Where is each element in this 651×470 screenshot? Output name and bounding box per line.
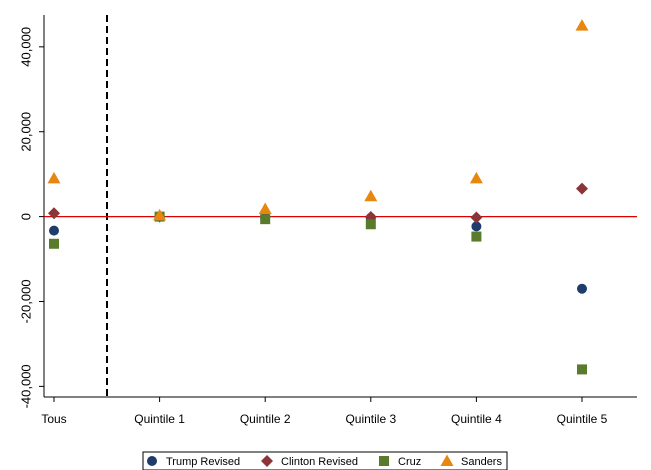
x-tick-label: Tous [41, 412, 66, 426]
marker [577, 283, 587, 294]
marker [364, 189, 378, 202]
legend-label: Trump Revised [166, 456, 240, 468]
marker [48, 207, 60, 220]
legend-marker [440, 454, 454, 466]
y-tick-label: -40,000 [18, 364, 33, 408]
marker [47, 171, 61, 184]
y-tick-label: -20,000 [18, 279, 33, 323]
legend-marker [379, 456, 389, 466]
x-tick-label: Quintile 3 [345, 412, 396, 426]
marker [471, 231, 482, 242]
marker [153, 208, 167, 221]
y-tick-label: 0 [18, 213, 33, 220]
x-tick-label: Quintile 4 [451, 412, 502, 426]
marker [365, 219, 376, 230]
marker [49, 238, 59, 249]
y-tick-label: 20,000 [18, 112, 33, 152]
legend-label: Clinton Revised [281, 456, 358, 468]
marker [577, 364, 587, 375]
marker [258, 202, 272, 214]
marker [576, 182, 588, 195]
legend-box [142, 451, 508, 470]
legend-label: Cruz [398, 456, 421, 468]
marker [469, 171, 483, 184]
legend: Trump Revised Clinton Revised Cruz Sanders [147, 454, 502, 468]
marker [260, 214, 271, 225]
legend-label: Sanders [461, 456, 502, 468]
marker [470, 211, 483, 224]
marker [49, 225, 59, 236]
x-tick-label: Quintile 2 [240, 412, 291, 426]
legend-marker [261, 455, 273, 467]
x-tick-label: Quintile 5 [557, 412, 608, 426]
marker [575, 19, 589, 31]
x-tick-label: Quintile 1 [134, 412, 185, 426]
legend-marker [147, 456, 157, 466]
marker [471, 221, 482, 232]
y-tick-label: 40,000 [18, 27, 33, 67]
